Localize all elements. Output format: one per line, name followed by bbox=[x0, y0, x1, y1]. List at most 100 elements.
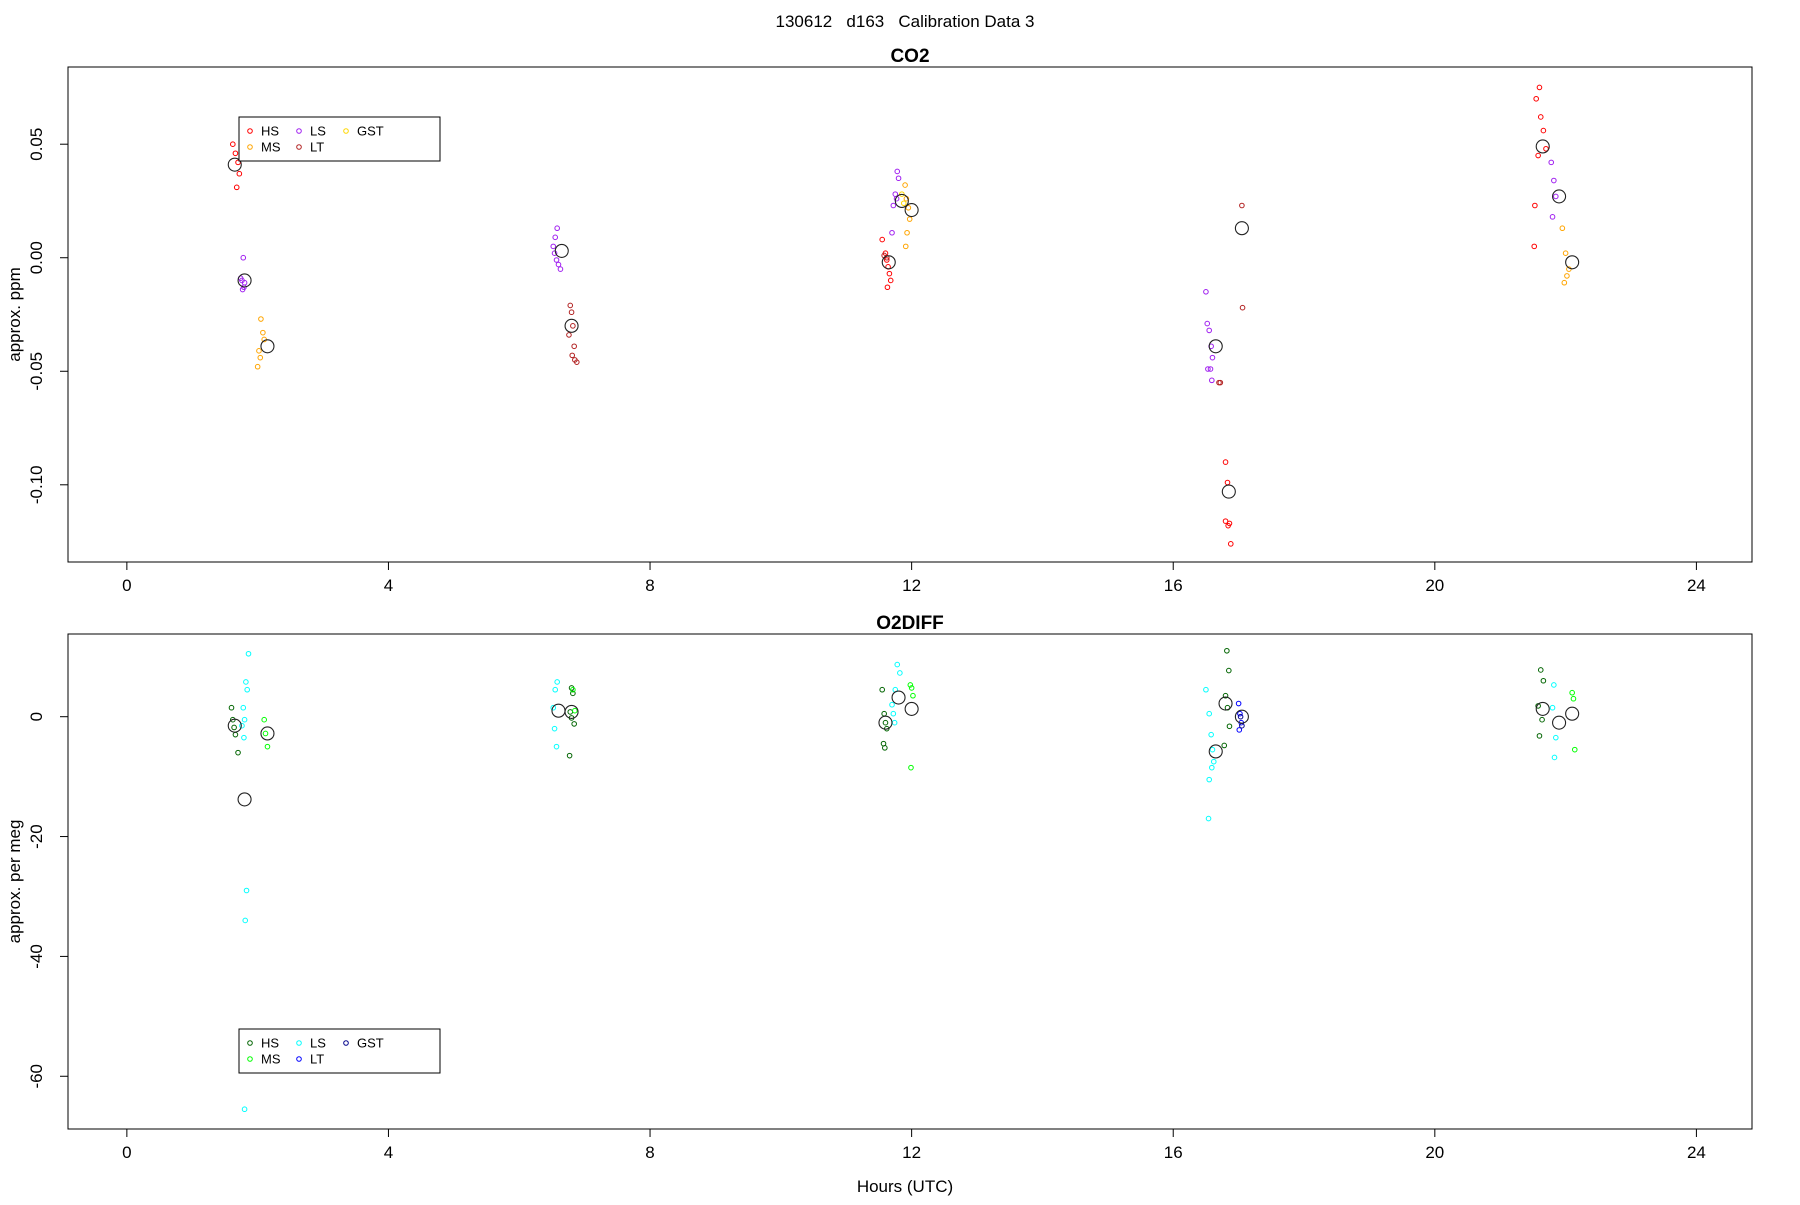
data-point-hs bbox=[228, 704, 235, 711]
data-point-ls bbox=[891, 719, 898, 726]
legend-label-gst: GST bbox=[357, 124, 384, 139]
data-point-ls bbox=[1209, 354, 1216, 361]
data-point-ls bbox=[553, 743, 560, 750]
legend-marker bbox=[247, 128, 253, 134]
data-point-ls bbox=[892, 191, 899, 197]
data-point-ls bbox=[551, 725, 558, 732]
data-point-ms bbox=[256, 348, 262, 354]
y-tick-label: -0.05 bbox=[27, 352, 46, 391]
legend-label-ms: MS bbox=[261, 1052, 281, 1067]
mean-marker bbox=[881, 255, 896, 270]
data-point-ls bbox=[241, 1106, 248, 1113]
data-point-hs bbox=[1222, 692, 1229, 699]
y-tick-label: 0 bbox=[27, 712, 46, 721]
data-point-hs bbox=[887, 277, 894, 284]
legend-marker bbox=[343, 1040, 349, 1046]
data-point-ls bbox=[890, 202, 897, 209]
y-tick-label: 0.05 bbox=[27, 128, 46, 161]
x-tick-label: 4 bbox=[384, 576, 393, 595]
data-point-hs bbox=[1226, 723, 1233, 730]
mean-marker bbox=[894, 193, 909, 209]
data-point-ls bbox=[245, 650, 252, 657]
data-point-hs bbox=[231, 724, 237, 731]
data-point-hs bbox=[235, 749, 241, 756]
legend-box bbox=[238, 1028, 441, 1074]
data-point-ms bbox=[262, 730, 269, 737]
mean-marker bbox=[564, 318, 579, 333]
data-point-ls bbox=[557, 266, 564, 272]
x-tick-label: 16 bbox=[1164, 576, 1183, 595]
data-point-ms bbox=[910, 692, 916, 699]
panel-title: CO2 bbox=[890, 46, 929, 67]
data-point-ms bbox=[904, 229, 910, 236]
data-point-ls bbox=[1551, 177, 1557, 184]
data-point-ms bbox=[1569, 689, 1575, 696]
data-point-ms bbox=[254, 363, 261, 370]
data-point-ls bbox=[243, 887, 250, 894]
mean-marker bbox=[564, 704, 579, 719]
data-point-ls bbox=[552, 686, 559, 693]
y-axis-label: approx. per meg bbox=[5, 820, 24, 944]
mean-marker bbox=[878, 715, 893, 730]
x-tick-label: 24 bbox=[1687, 576, 1706, 595]
data-point-hs bbox=[1537, 114, 1544, 120]
x-tick-label: 20 bbox=[1425, 1143, 1444, 1162]
x-tick-label: 20 bbox=[1425, 576, 1444, 595]
data-point-ls bbox=[1548, 159, 1555, 166]
data-point-hs bbox=[879, 236, 886, 243]
co2-panel: CO2 approx. ppm 0 4 8 12 16 20 24 -0.10 -0.05 0.00 0… bbox=[5, 46, 1753, 595]
mean-marker bbox=[237, 273, 252, 288]
mean-marker bbox=[1234, 221, 1249, 236]
data-point-hs bbox=[1224, 479, 1231, 486]
data-point-ls bbox=[1209, 377, 1215, 384]
data-point-hs bbox=[884, 284, 891, 291]
data-point-hs bbox=[566, 752, 573, 759]
x-tick-label: 0 bbox=[122, 576, 131, 595]
data-point-hs bbox=[567, 709, 574, 715]
data-point-ls bbox=[553, 257, 560, 263]
data-point-ls bbox=[1210, 758, 1217, 765]
data-point-ls bbox=[1205, 366, 1211, 372]
y-tick-label: -0.10 bbox=[27, 465, 46, 504]
panel-title: O2DIFF bbox=[876, 613, 944, 634]
data-point-lt bbox=[567, 302, 574, 309]
data-point-hs bbox=[1537, 667, 1544, 673]
data-point-hs bbox=[232, 150, 239, 157]
data-point-lt bbox=[1235, 700, 1242, 707]
mean-marker bbox=[551, 703, 566, 718]
data-point-hs bbox=[1540, 127, 1547, 134]
data-point-gst bbox=[900, 200, 907, 207]
data-point-hs bbox=[882, 745, 888, 751]
data-point-ms bbox=[902, 182, 908, 188]
legend-marker bbox=[247, 144, 253, 150]
data-point-ls bbox=[889, 229, 895, 236]
data-point-ls bbox=[241, 716, 248, 723]
data-point-ms bbox=[1562, 250, 1569, 256]
x-tick-label: 12 bbox=[902, 1143, 921, 1162]
legend-box bbox=[238, 116, 441, 162]
data-point-hs bbox=[1539, 716, 1545, 723]
data-point-lt bbox=[571, 343, 577, 350]
data-point-hs bbox=[1226, 667, 1232, 674]
data-point-hs bbox=[1226, 520, 1233, 527]
legend-label-ms: MS bbox=[261, 140, 281, 155]
data-point-gst bbox=[1237, 713, 1244, 720]
data-point-ls bbox=[1204, 320, 1211, 327]
data-point-ls bbox=[1553, 734, 1559, 741]
data-point-ms bbox=[902, 243, 909, 250]
data-point-ls bbox=[555, 261, 562, 268]
data-point-ls bbox=[1549, 704, 1556, 711]
x-tick-label: 16 bbox=[1164, 1143, 1183, 1162]
data-point-ms bbox=[1570, 695, 1577, 702]
data-point-hs bbox=[1532, 202, 1538, 209]
data-point-ls bbox=[1208, 731, 1214, 738]
data-point-lt bbox=[568, 309, 575, 316]
data-point-ms bbox=[261, 716, 267, 723]
data-point-ls bbox=[550, 243, 557, 250]
y-axis-label: approx. ppm bbox=[5, 267, 24, 362]
data-point-ls bbox=[554, 225, 560, 232]
mean-marker bbox=[1218, 696, 1233, 711]
